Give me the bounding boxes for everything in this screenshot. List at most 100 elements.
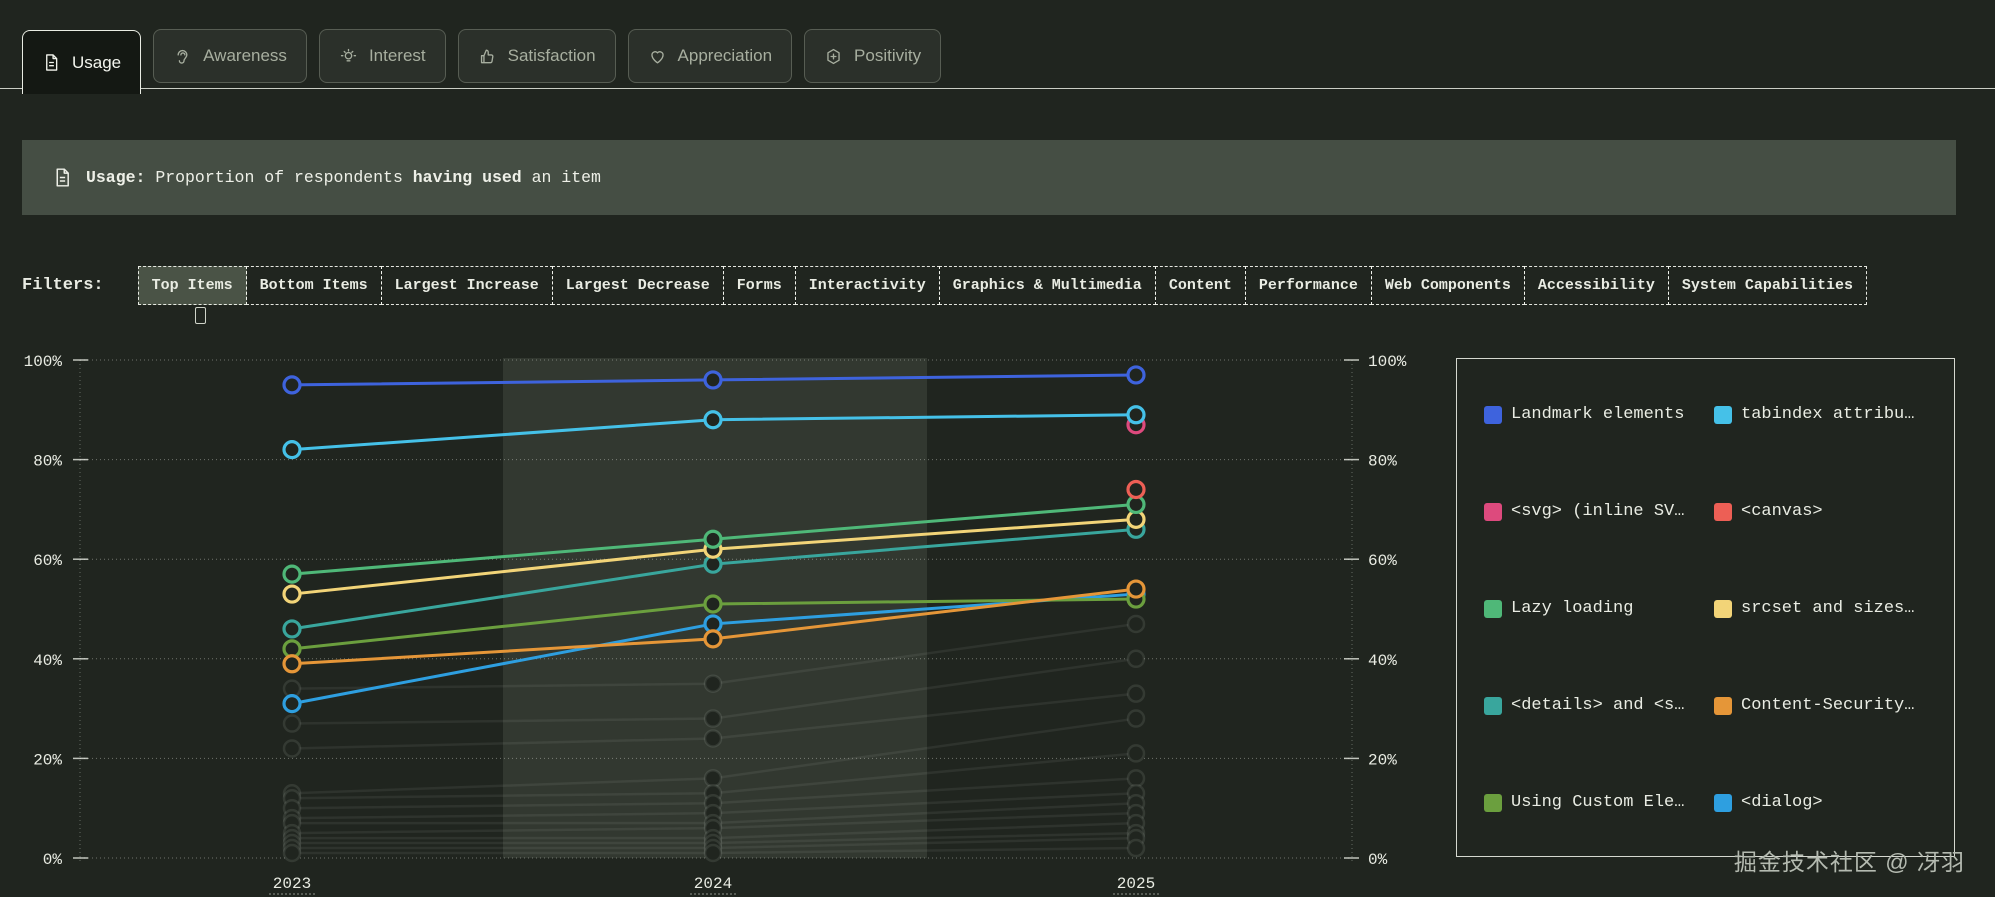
y-axis-label-left: 100%	[24, 353, 63, 371]
legend-label: tabindex attribu…	[1741, 405, 1915, 424]
legend-label: <svg> (inline SV…	[1511, 502, 1685, 521]
y-axis-label-right: 100%	[1368, 353, 1407, 371]
x-axis-year-link[interactable]: 2023	[273, 875, 311, 893]
y-axis-label-right: 20%	[1368, 751, 1397, 769]
filter-bottom-items[interactable]: Bottom Items	[245, 266, 382, 305]
tab-satisfaction[interactable]: Satisfaction	[457, 29, 616, 83]
y-axis-label-right: 40%	[1368, 652, 1397, 670]
legend-label: <dialog>	[1741, 793, 1823, 812]
filter-content[interactable]: Content	[1154, 266, 1246, 305]
legend-swatch	[1714, 405, 1732, 424]
legend-item[interactable]: Lazy loading	[1484, 599, 1714, 618]
legend-item[interactable]: Landmark elements	[1484, 405, 1714, 424]
tab-label: Interest	[368, 46, 426, 65]
document-icon	[52, 167, 73, 188]
y-axis-label-right: 80%	[1368, 453, 1397, 471]
x-axis-year-link[interactable]: 2024	[694, 875, 732, 893]
legend-item[interactable]: Using Custom Ele…	[1484, 793, 1714, 812]
file-icon	[42, 53, 61, 72]
filter-top-items[interactable]: Top Items	[137, 266, 247, 305]
series-point[interactable]	[282, 375, 302, 395]
background-series-point	[703, 729, 723, 748]
filter-largest-decrease[interactable]: Largest Decrease	[551, 266, 724, 305]
series-point[interactable]	[703, 594, 723, 614]
series-point[interactable]	[1126, 579, 1146, 599]
tab-usage[interactable]: Usage	[22, 30, 142, 94]
legend-item[interactable]: srcset and sizes…	[1714, 599, 1954, 618]
missing-glyph-box	[195, 307, 206, 324]
background-series-point	[703, 674, 723, 693]
background-series-point	[1126, 614, 1146, 634]
y-axis-label-left: 20%	[33, 751, 62, 769]
filter-buttons: Top Items Bottom Items Largest Increase Lar…	[137, 266, 1867, 305]
legend-item[interactable]: <canvas>	[1714, 502, 1954, 521]
legend-swatch	[1484, 599, 1502, 618]
legend-item[interactable]: <dialog>	[1714, 793, 1954, 812]
legend-swatch	[1714, 599, 1732, 618]
y-axis-label-left: 80%	[33, 453, 62, 471]
series-point[interactable]	[282, 440, 302, 460]
legend-swatch	[1714, 502, 1732, 521]
legend-swatch	[1484, 405, 1502, 424]
series-point[interactable]	[1126, 405, 1146, 425]
tab-awareness[interactable]: Awareness	[153, 29, 307, 83]
bulb-icon	[339, 47, 358, 66]
series-point[interactable]	[703, 629, 723, 649]
ear-icon	[173, 47, 192, 66]
filter-web-components[interactable]: Web Components	[1370, 266, 1525, 305]
filters-row: Filters: Top Items Bottom Items Largest In…	[22, 266, 1972, 324]
tab-label: Positivity	[854, 46, 922, 65]
filter-interactivity[interactable]: Interactivity	[794, 266, 940, 305]
legend-label: <details> and <s…	[1511, 696, 1685, 715]
tab-interest[interactable]: Interest	[318, 29, 446, 83]
y-axis-label-right: 0%	[1368, 851, 1388, 869]
y-axis-label-left: 0%	[43, 851, 63, 869]
usage-description-banner: Usage: Proportion of respondents having …	[22, 140, 1956, 215]
filter-accessibility[interactable]: Accessibility	[1523, 266, 1669, 305]
series-point[interactable]	[703, 410, 723, 430]
legend-swatch	[1484, 502, 1502, 521]
series-point[interactable]	[703, 529, 723, 549]
background-series-point	[1126, 744, 1146, 763]
legend-label: Content-Security…	[1741, 696, 1915, 715]
legend-item[interactable]: Content-Security…	[1714, 696, 1954, 715]
series-point[interactable]	[1126, 365, 1146, 385]
legend-item[interactable]: <svg> (inline SV…	[1484, 502, 1714, 521]
background-series-point	[1126, 769, 1146, 788]
tab-appreciation[interactable]: Appreciation	[627, 29, 793, 83]
heart-icon	[648, 47, 667, 66]
filter-largest-increase[interactable]: Largest Increase	[380, 266, 553, 305]
usage-line-chart: 0% 0% 20% 20% 40% 40% 60% 60% 80% 80% 100% 100% 2023…	[24, 353, 1407, 895]
filter-graphics-multimedia[interactable]: Graphics & Multimedia	[938, 266, 1156, 305]
legend-item[interactable]: <details> and <s…	[1484, 696, 1714, 715]
metric-tabs: Usage Awareness Interest Satisfaction Apprec…	[0, 0, 1995, 94]
y-axis-label-right: 60%	[1368, 552, 1397, 570]
series-point[interactable]	[282, 694, 302, 714]
series-point[interactable]	[1126, 479, 1146, 500]
legend-label: Lazy loading	[1511, 599, 1634, 618]
filter-system-capabilities[interactable]: System Capabilities	[1667, 266, 1867, 305]
filters-label: Filters:	[22, 276, 104, 295]
background-series-point	[1126, 838, 1146, 858]
series-point[interactable]	[703, 370, 723, 390]
series-point[interactable]	[282, 619, 302, 639]
thumbs-up-icon	[478, 47, 497, 66]
background-series-point	[1126, 709, 1146, 728]
legend-swatch	[1714, 696, 1732, 715]
tab-positivity[interactable]: Positivity	[804, 29, 942, 83]
legend-item[interactable]: tabindex attribu…	[1714, 405, 1954, 424]
tab-label: Usage	[72, 52, 122, 72]
filter-performance[interactable]: Performance	[1244, 266, 1372, 305]
series-point[interactable]	[282, 584, 302, 604]
tab-label: Satisfaction	[507, 46, 596, 65]
hexagon-plus-icon	[824, 47, 843, 66]
filter-forms[interactable]: Forms	[722, 266, 796, 305]
background-series-point	[1126, 649, 1146, 669]
background-series-point	[703, 843, 723, 863]
background-series-point	[703, 769, 723, 788]
series-point[interactable]	[282, 654, 302, 674]
series-point[interactable]	[282, 564, 302, 584]
legend-swatch	[1714, 793, 1732, 812]
x-axis-year-link[interactable]: 2025	[1117, 875, 1155, 893]
